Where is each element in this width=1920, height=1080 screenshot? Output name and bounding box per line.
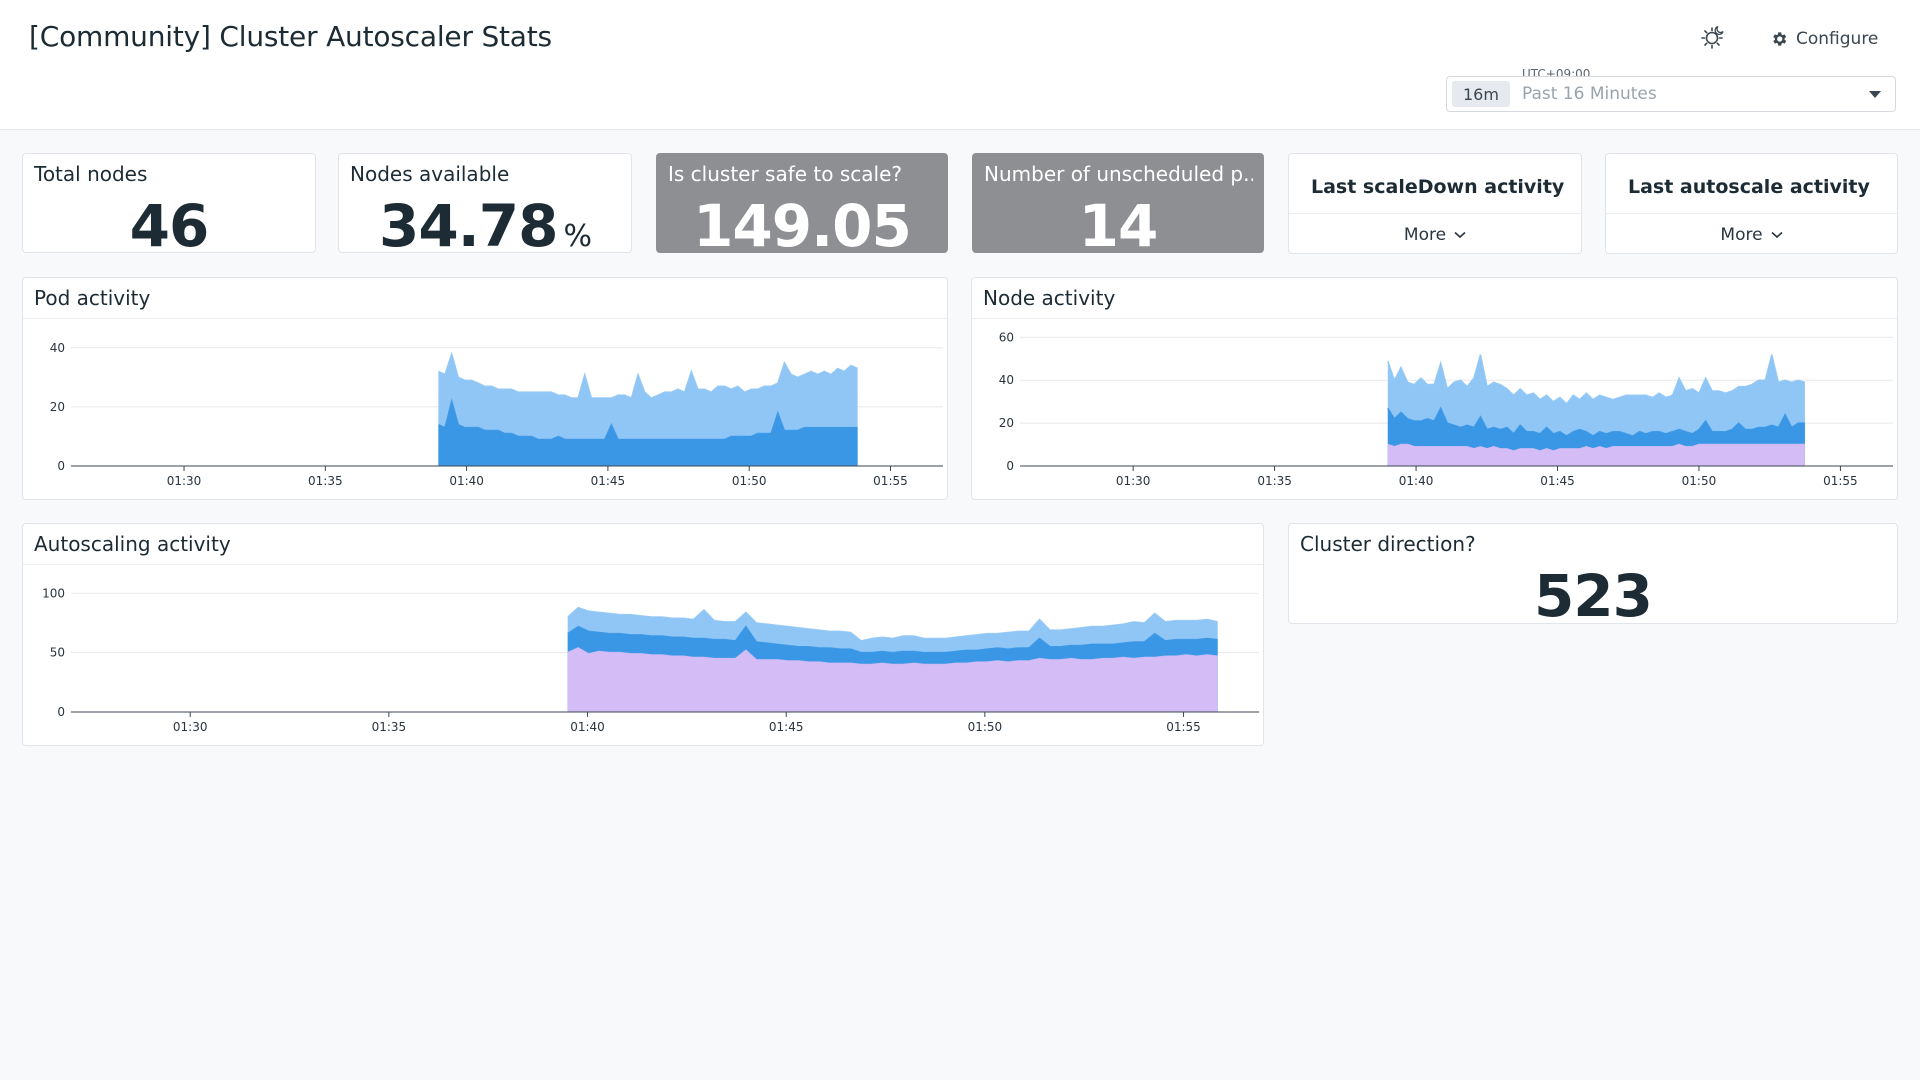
widget-title: Cluster direction?: [1300, 532, 1476, 556]
autoscaling-activity-widget[interactable]: Autoscaling activity 0 50 100 01:30 01:35 01:…: [22, 523, 1264, 746]
percent-unit: %: [563, 219, 591, 254]
theme-toggle-button[interactable]: [1696, 20, 1730, 54]
series-line: [438, 351, 858, 399]
chevron-down-icon: [1771, 231, 1783, 239]
x-tick-label: 01:55: [1166, 720, 1201, 734]
safe-to-scale-widget[interactable]: Is cluster safe to scale? 149.05: [656, 153, 948, 260]
series-line: [567, 606, 1218, 642]
y-tick-label: 20: [999, 416, 1014, 430]
x-tick-label: 01:45: [591, 474, 626, 488]
divider: [23, 318, 947, 319]
last-autoscale-widget: Last autoscale activity More: [1605, 153, 1898, 254]
nodes-available-value-wrap: 34.78%: [339, 192, 631, 260]
series-area: [1387, 444, 1805, 466]
node-activity-chart[interactable]: 0 20 40 60 01:30 01:35 01:40 01:45 01:50 01:55: [972, 278, 1899, 501]
y-tick-label: 0: [57, 459, 65, 473]
x-tick-label: 01:45: [1540, 474, 1575, 488]
safe-to-scale-value: 149.05: [693, 192, 912, 260]
more-label: More: [1403, 225, 1447, 245]
cluster-direction-value: 523: [1533, 562, 1653, 630]
x-tick-label: 01:40: [1399, 474, 1434, 488]
y-tick-label: 100: [42, 586, 65, 600]
autoscaling-activity-chart[interactable]: 0 50 100 01:30 01:35 01:40 01:45 01:50 01:55: [23, 524, 1265, 747]
chevron-down-icon: [1869, 90, 1881, 98]
widget-title: Last scaleDown activity: [1311, 176, 1565, 198]
x-tick-label: 01:30: [173, 720, 208, 734]
time-range-picker[interactable]: 16m Past 16 Minutes: [1446, 76, 1896, 112]
more-button[interactable]: More: [1289, 225, 1581, 245]
unscheduled-pods-widget[interactable]: Number of unscheduled p... 14: [972, 153, 1264, 260]
series-line: [1387, 354, 1806, 405]
widget-title: Number of unscheduled p...: [984, 162, 1253, 186]
last-scaledown-widget: Last scaleDown activity More: [1288, 153, 1582, 254]
cluster-direction-widget[interactable]: Cluster direction? 523: [1288, 523, 1898, 630]
x-tick-label: 01:35: [372, 720, 407, 734]
total-nodes-widget[interactable]: Total nodes 46: [22, 153, 316, 260]
x-tick-label: 01:30: [167, 474, 202, 488]
series-line: [438, 398, 858, 441]
nodes-available-widget[interactable]: Nodes available 34.78%: [338, 153, 632, 260]
x-tick-label: 01:35: [308, 474, 343, 488]
divider: [23, 564, 1263, 565]
y-tick-label: 50: [50, 646, 65, 660]
divider: [1606, 213, 1897, 214]
total-nodes-value: 46: [129, 192, 210, 260]
x-tick-label: 01:50: [732, 474, 767, 488]
more-label: More: [1720, 225, 1763, 245]
y-tick-label: 0: [1006, 459, 1014, 473]
time-range-text: Past 16 Minutes: [1521, 84, 1657, 104]
x-tick-label: 01:45: [769, 720, 804, 734]
chart-title: Autoscaling activity: [34, 532, 231, 556]
y-tick-label: 40: [999, 373, 1014, 387]
widget-title: Nodes available: [350, 162, 510, 186]
chevron-down-icon: [1454, 231, 1466, 239]
series-line: [1387, 443, 1805, 452]
x-tick-label: 01:55: [873, 474, 908, 488]
series-line: [567, 625, 1218, 654]
x-tick-label: 01:50: [1682, 474, 1717, 488]
dashboard-header: [Community] Cluster Autoscaler Stats Con…: [0, 0, 1920, 130]
unscheduled-pods-value: 14: [1078, 192, 1159, 260]
x-tick-label: 01:35: [1257, 474, 1292, 488]
page-title: [Community] Cluster Autoscaler Stats: [29, 20, 552, 53]
x-tick-label: 01:55: [1823, 474, 1858, 488]
chart-title: Node activity: [983, 286, 1116, 310]
y-tick-label: 0: [57, 705, 65, 719]
nodes-available-value: 34.78: [379, 192, 558, 260]
widget-title: Total nodes: [34, 162, 148, 186]
series-line: [1387, 406, 1805, 437]
more-button[interactable]: More: [1606, 225, 1897, 245]
gear-icon: [1773, 32, 1787, 46]
divider: [972, 318, 1897, 319]
chart-title: Pod activity: [34, 286, 151, 310]
pod-activity-chart[interactable]: 0 20 40 01:30 01:35 01:40 01:45 01:50 01:55: [23, 278, 949, 501]
y-tick-label: 60: [999, 330, 1014, 344]
y-tick-label: 40: [50, 341, 65, 355]
time-range-chip: 16m: [1452, 81, 1510, 107]
series-line: [567, 647, 1218, 666]
configure-button[interactable]: Configure: [1770, 24, 1878, 54]
series-area: [438, 401, 858, 466]
series-area: [567, 647, 1218, 712]
x-tick-label: 01:30: [1116, 474, 1151, 488]
divider: [1289, 213, 1581, 214]
widget-title: Last autoscale activity: [1628, 176, 1870, 198]
node-activity-widget[interactable]: Node activity 0 20 40 60 01:30 01:35 01:40 01:4…: [971, 277, 1898, 500]
widget-title: Is cluster safe to scale?: [668, 162, 903, 186]
pod-activity-widget[interactable]: Pod activity 0 20 40 01:30 01:35 01:40 01:45 01…: [22, 277, 948, 500]
x-tick-label: 01:50: [968, 720, 1003, 734]
sun-moon-icon: [1701, 25, 1724, 49]
configure-label: Configure: [1796, 29, 1879, 49]
x-tick-label: 01:40: [570, 720, 605, 734]
y-tick-label: 20: [50, 400, 65, 414]
x-tick-label: 01:40: [449, 474, 484, 488]
